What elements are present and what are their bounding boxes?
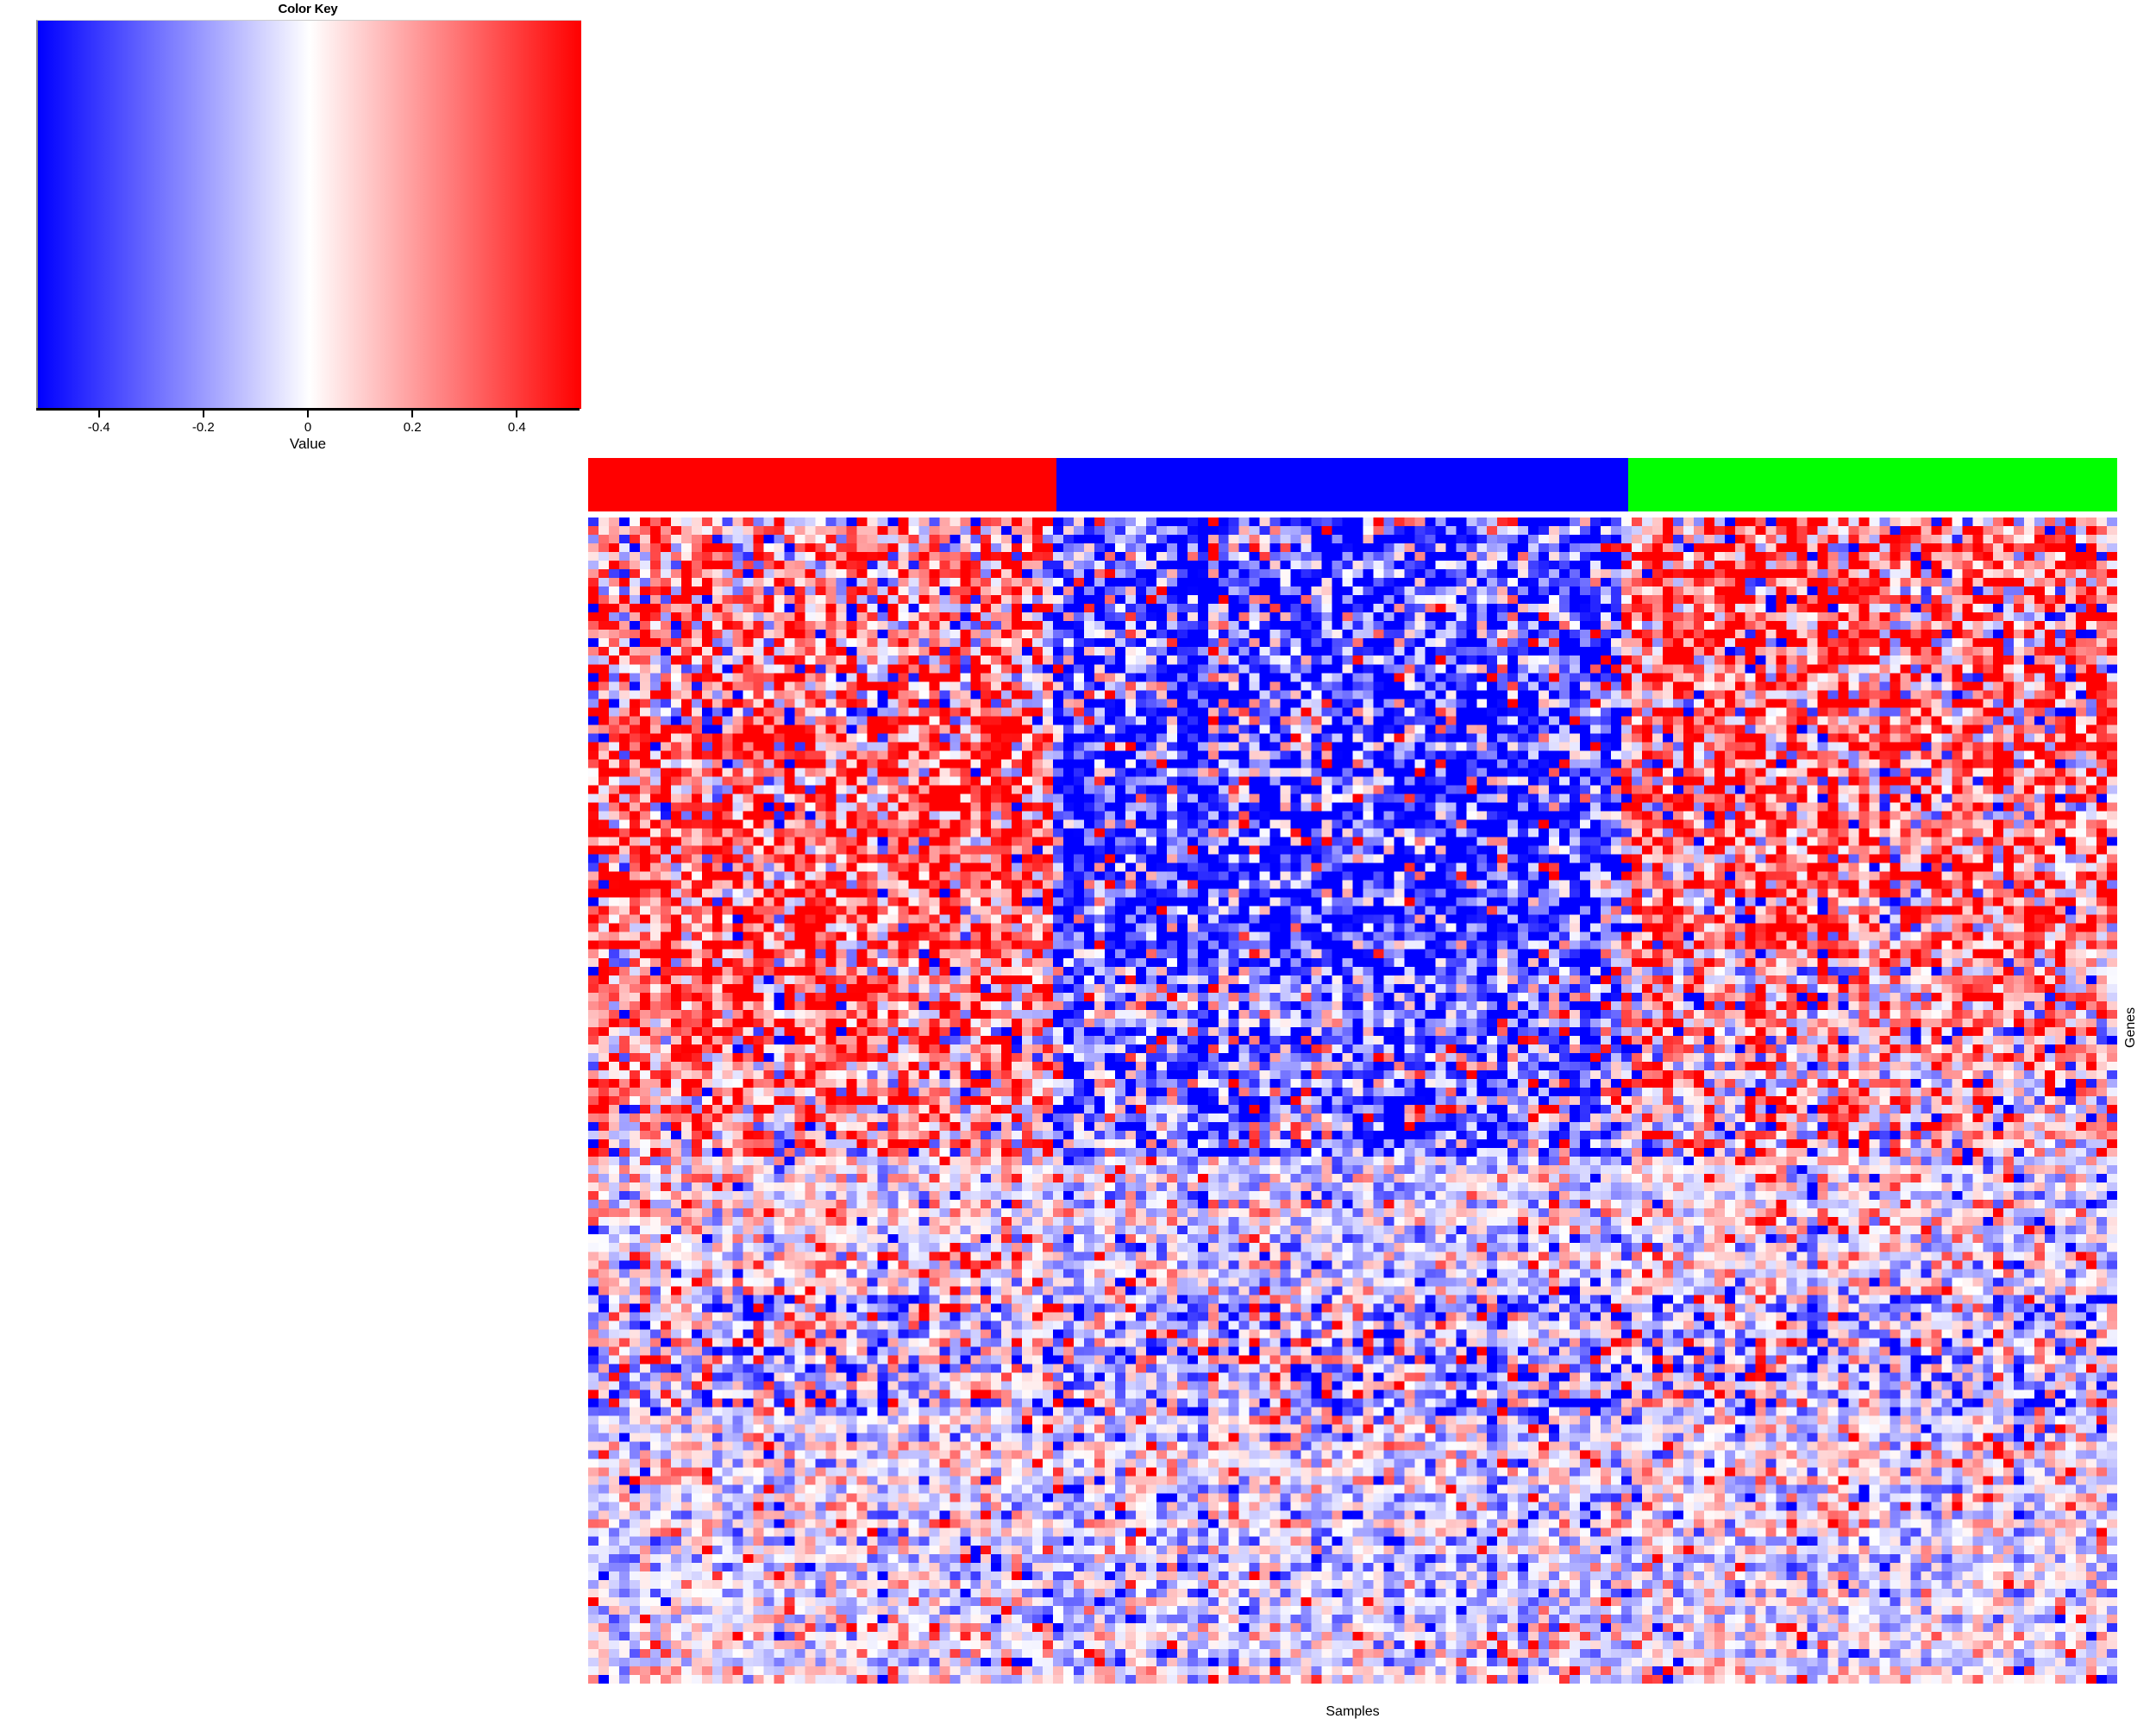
color-key-tick <box>516 408 518 417</box>
color-key-tick-label: 0.2 <box>403 420 422 435</box>
column-annotation-segment <box>1056 458 1628 511</box>
column-annotation-bar <box>588 458 2117 511</box>
color-key-tick-label: -0.2 <box>191 420 215 435</box>
y-axis-label-genes: Genes <box>2123 1007 2138 1048</box>
color-key-title: Color Key <box>278 2 338 16</box>
column-annotation-segment <box>1627 458 2117 511</box>
color-key-tick-label: -0.4 <box>87 420 110 435</box>
color-key-tick <box>97 408 100 417</box>
color-key-value-label: Value <box>289 436 327 452</box>
heatmap-canvas <box>588 518 2117 1684</box>
color-key-tick <box>307 408 309 417</box>
color-key-tick <box>202 408 204 417</box>
heatmap-body <box>588 518 2117 1684</box>
color-key-tick-label: 0.4 <box>507 420 526 435</box>
color-key-gradient <box>36 20 581 409</box>
color-key-tick <box>411 408 414 417</box>
color-key-tick-label: 0 <box>304 420 312 435</box>
column-annotation-segment <box>588 458 1056 511</box>
color-key-panel: Color Key -0.4 -0.2 0 0.2 0.4 Value <box>0 0 604 452</box>
x-axis-label-samples: Samples <box>1326 1704 1380 1719</box>
